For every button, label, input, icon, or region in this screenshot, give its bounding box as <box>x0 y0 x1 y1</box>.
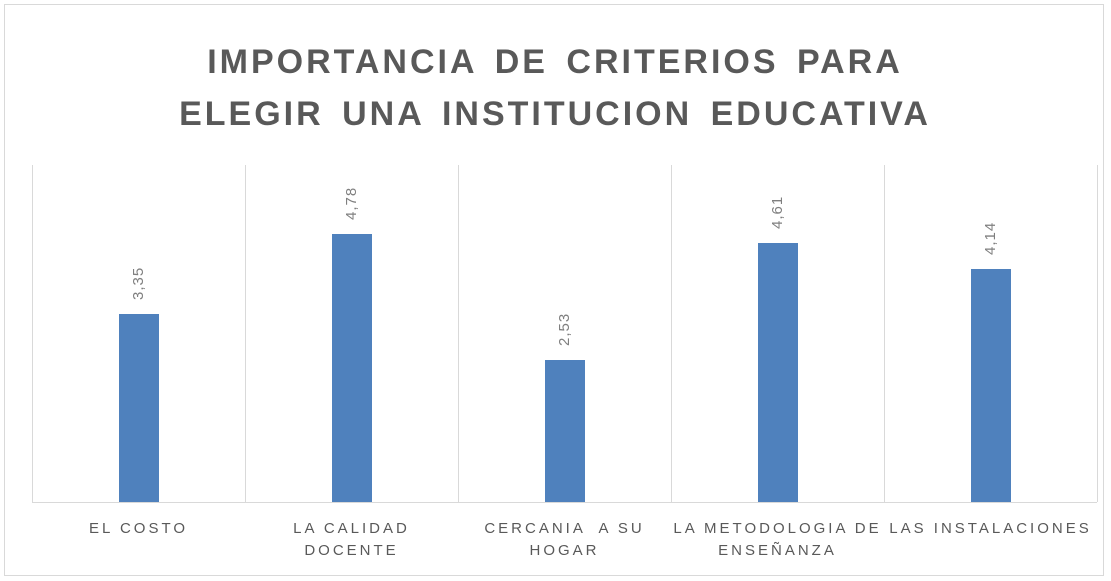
category-divider <box>671 165 672 502</box>
bar <box>331 233 372 502</box>
category-divider <box>245 165 246 502</box>
bar <box>118 313 159 502</box>
category-divider <box>458 165 459 502</box>
data-label: 3,35 <box>129 266 147 300</box>
bar <box>757 243 798 502</box>
data-label: 4,78 <box>342 186 360 220</box>
data-label: 4,61 <box>768 195 786 230</box>
category-divider <box>884 165 885 502</box>
bar <box>970 269 1011 502</box>
chart-frame <box>4 4 1104 576</box>
x-tick-label: LA METODOLOGIA DE ENSEÑANZA <box>673 520 889 559</box>
chart-title: IMPORTANCIA DE CRITERIOS PARA ELEGIR UNA… <box>179 43 931 133</box>
x-tick-label: LA CALIDAD DOCENTE <box>293 520 418 559</box>
x-tick-label: CERCANIA A SU HOGAR <box>484 520 652 559</box>
x-tick-label: EL COSTO <box>88 520 189 537</box>
x-axis-line <box>32 502 1097 503</box>
category-divider <box>32 165 33 502</box>
data-label: 4,14 <box>981 222 999 256</box>
data-label: 2,53 <box>555 312 573 346</box>
x-tick-label: LAS INSTALACIONES <box>889 520 1092 537</box>
category-divider <box>1097 165 1098 502</box>
bar <box>544 359 585 502</box>
